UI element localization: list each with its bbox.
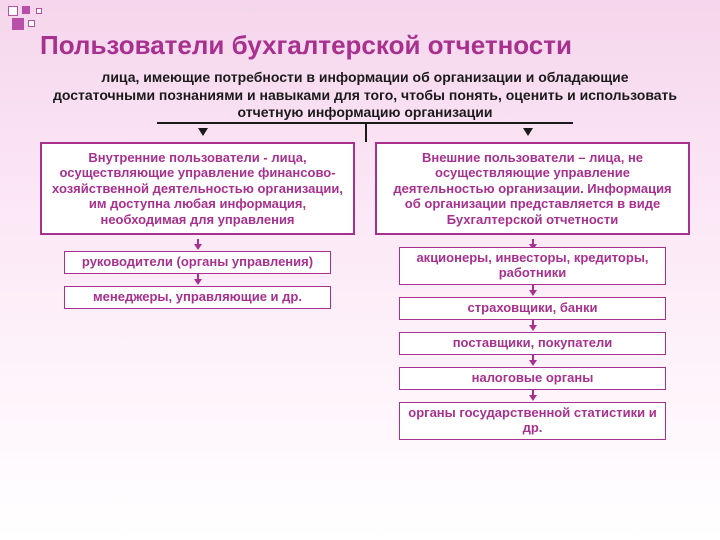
columns: Внутренние пользователи - лица, осуществ… xyxy=(40,142,690,441)
column-external-users: Внешние пользователи – лица, не осуществ… xyxy=(375,142,690,441)
connector xyxy=(532,320,534,326)
internal-item: руководители (органы управления) xyxy=(64,251,332,274)
internal-users-box: Внутренние пользователи - лица, осуществ… xyxy=(40,142,355,236)
page-subtitle: лица, имеющие потребности в информации о… xyxy=(50,69,680,122)
arrow-left xyxy=(198,128,208,136)
external-item: органы государственной статистики и др. xyxy=(399,402,667,440)
external-item: поставщики, покупатели xyxy=(399,332,667,355)
connector xyxy=(532,239,534,245)
page-title: Пользователи бухгалтерской отчетности xyxy=(40,30,690,61)
connector xyxy=(532,355,534,361)
root-connector xyxy=(365,122,367,142)
content-area: Пользователи бухгалтерской отчетности ли… xyxy=(40,30,690,530)
internal-item: менеджеры, управляющие и др. xyxy=(64,286,332,309)
connector xyxy=(197,274,199,280)
arrow-right xyxy=(523,128,533,136)
connector xyxy=(197,239,199,245)
connector xyxy=(532,390,534,396)
external-item: налоговые органы xyxy=(399,367,667,390)
external-item: акционеры, инвесторы, кредиторы, работни… xyxy=(399,247,667,285)
column-internal-users: Внутренние пользователи - лица, осуществ… xyxy=(40,142,355,441)
connector xyxy=(532,285,534,291)
horizontal-connector xyxy=(157,122,573,124)
external-item: страховщики, банки xyxy=(399,297,667,320)
external-users-box: Внешние пользователи – лица, не осуществ… xyxy=(375,142,690,236)
